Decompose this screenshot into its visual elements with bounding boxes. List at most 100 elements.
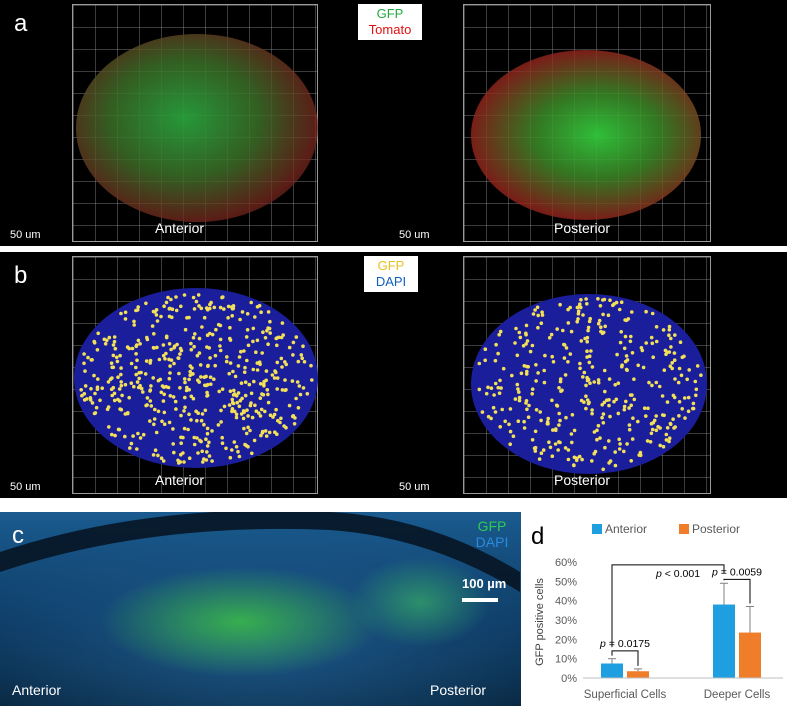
gfp-spot: [279, 416, 283, 421]
gfp-spot: [160, 419, 164, 424]
gfp-spot: [192, 344, 196, 349]
gfp-spot: [199, 418, 204, 423]
gfp-spot: [187, 377, 191, 382]
gfp-spot: [477, 361, 482, 366]
bar-anterior: [601, 663, 623, 678]
gfp-spot: [164, 300, 169, 305]
gfp-spot: [161, 459, 166, 463]
gfp-spot: [585, 355, 589, 359]
gfp-spot: [107, 425, 111, 429]
gfp-spot: [192, 442, 197, 447]
gfp-spot: [110, 432, 114, 437]
gfp-spot: [259, 407, 264, 412]
gfp-spot: [120, 393, 124, 398]
gfp-spot: [530, 343, 535, 348]
panel-a-right-image: 50 um Posterior: [391, 0, 787, 246]
gfp-spot: [210, 429, 214, 433]
gfp-spot: [622, 407, 627, 412]
gfp-spot: [89, 358, 94, 362]
gfp-spot: [226, 304, 231, 309]
gfp-spot: [579, 298, 583, 302]
gfp-spot: [580, 457, 584, 462]
gfp-spot: [654, 339, 659, 344]
gfp-spot: [519, 371, 524, 376]
gfp-spot: [213, 353, 218, 358]
gfp-spot: [590, 411, 594, 416]
gfp-spot: [254, 350, 258, 354]
gfp-spot: [249, 391, 254, 396]
gfp-spot: [262, 382, 266, 386]
gfp-spot: [667, 436, 672, 440]
panel-c: c GFP DAPI 100 µm Anterior Posterior: [0, 512, 521, 706]
gfp-spot: [278, 420, 282, 425]
posterior-gfp-spots: [477, 297, 703, 472]
legend-dapi: DAPI: [475, 534, 509, 550]
gfp-spot: [300, 356, 304, 361]
gfp-spot: [132, 323, 136, 327]
gfp-spot: [287, 345, 292, 350]
gfp-spot: [268, 319, 272, 324]
gfp-spot: [138, 342, 142, 346]
gfp-spot: [205, 390, 209, 395]
posterior-caption: Posterior: [430, 682, 487, 698]
scale-label: 50 um: [399, 481, 430, 493]
gfp-spot: [171, 427, 175, 431]
gfp-spot: [558, 418, 562, 423]
gfp-spot: [680, 407, 684, 411]
gfp-spot: [550, 398, 554, 403]
gfp-spot: [645, 439, 650, 443]
gfp-spot: [216, 423, 221, 427]
gfp-spot: [550, 354, 554, 359]
stain-legend: GFP Tomato: [358, 4, 422, 40]
gfp-spot: [575, 319, 579, 324]
gfp-spot: [117, 387, 122, 391]
gfp-spot: [542, 368, 546, 373]
gfp-spot: [682, 396, 687, 400]
gfp-spot: [547, 336, 552, 340]
gfp-spot: [88, 396, 93, 400]
gfp-spot: [136, 385, 141, 390]
gfp-spot: [517, 330, 522, 335]
gfp-spot: [167, 307, 172, 311]
gfp-spot: [566, 321, 571, 325]
gfp-spot: [543, 353, 547, 358]
gfp-spot: [123, 310, 128, 315]
gfp-spot: [605, 398, 609, 402]
gfp-spot: [129, 361, 134, 366]
gfp-spot: [257, 360, 262, 364]
stain-legend: GFP DAPI: [466, 516, 518, 552]
gfp-spot: [192, 435, 196, 440]
gfp-spot: [296, 359, 301, 364]
scale-label: 50 um: [10, 481, 41, 493]
gfp-spot: [280, 365, 284, 369]
gfp-spot: [583, 336, 587, 341]
gfp-spot: [280, 321, 285, 325]
gfp-spot: [182, 409, 186, 413]
y-axis-label: GFP positive cells: [534, 578, 546, 666]
gfp-spot: [601, 312, 605, 317]
gfp-spot: [172, 361, 176, 366]
scale-label: 50 um: [10, 229, 41, 241]
gfp-spot: [151, 453, 156, 457]
gfp-spot: [581, 313, 585, 317]
gfp-spot: [199, 375, 203, 379]
gfp-spot: [292, 422, 297, 426]
gfp-spot: [227, 403, 232, 407]
gfp-spot: [236, 449, 240, 454]
gfp-spot: [237, 355, 242, 359]
gfp-spot: [533, 449, 538, 453]
gfp-spot: [558, 379, 563, 384]
gfp-spot: [242, 426, 246, 431]
gfp-spot: [141, 432, 146, 437]
gfp-spot: [182, 377, 187, 381]
posterior-gfp-tomato-image: [471, 50, 701, 220]
gfp-spot: [534, 379, 538, 383]
gfp-spot: [105, 407, 110, 412]
gfp-spot: [244, 431, 249, 436]
gfp-spot: [628, 339, 633, 344]
anterior-caption: Anterior: [155, 220, 205, 236]
gfp-spot: [237, 404, 242, 409]
gfp-spot: [239, 349, 243, 354]
gfp-spot: [164, 351, 168, 356]
anterior-caption: Anterior: [155, 472, 205, 488]
